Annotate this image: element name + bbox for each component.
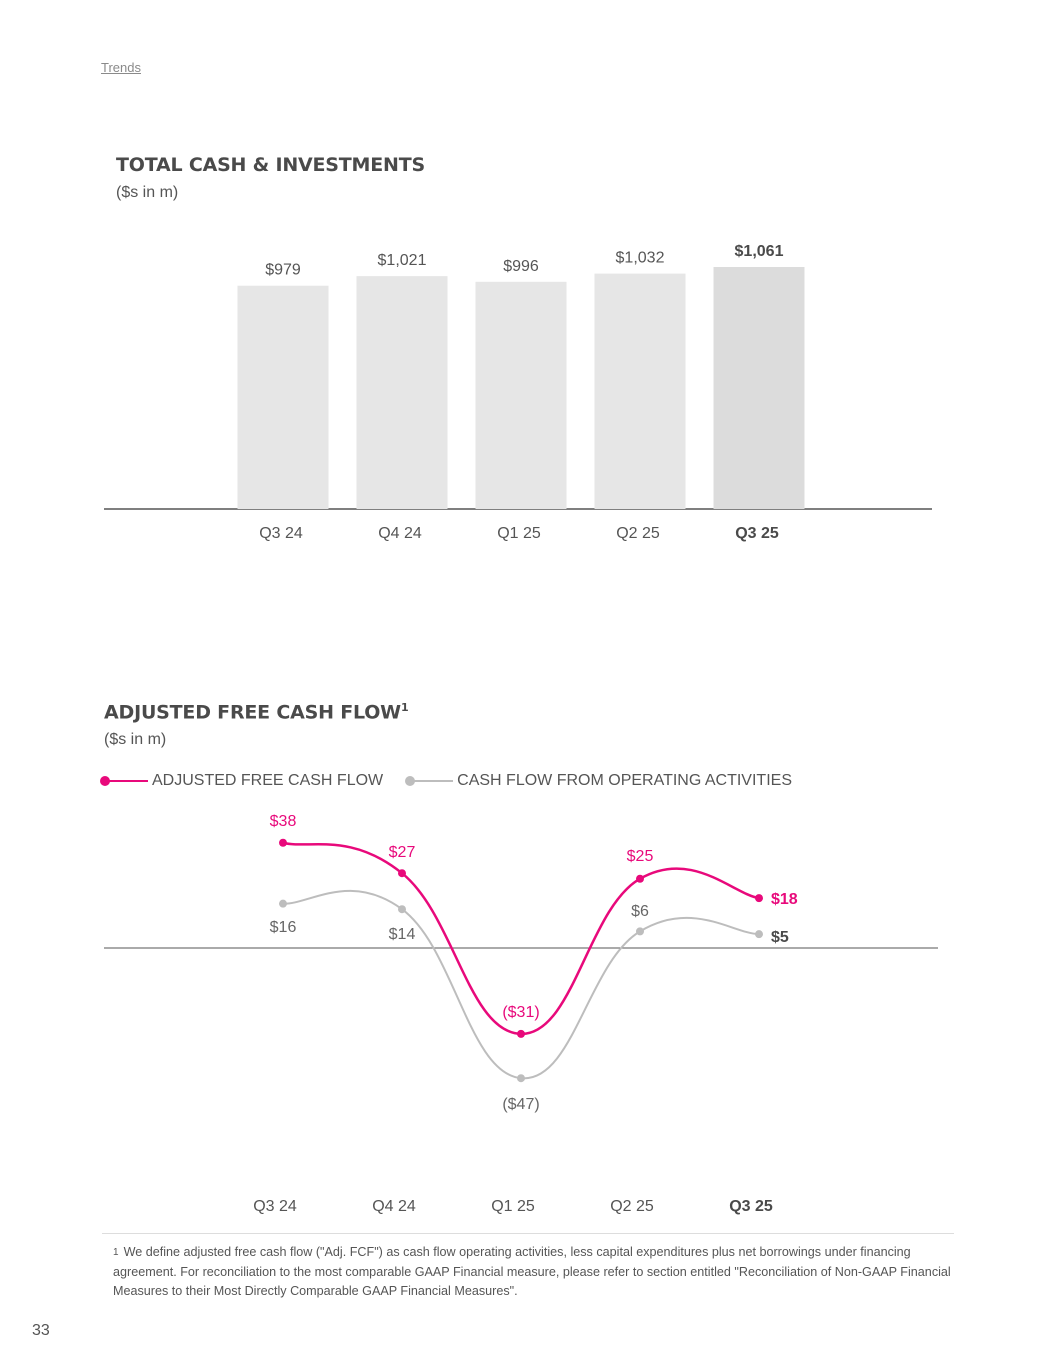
series-1-data-label-5: $18 bbox=[771, 891, 798, 908]
footnote: 1 We define adjusted free cash flow ("Adj… bbox=[113, 1243, 953, 1302]
series-1-data-label-3: ($31) bbox=[502, 1004, 539, 1021]
line-x-tick-label-4: Q2 25 bbox=[610, 1198, 654, 1215]
series-2-point-3 bbox=[517, 1074, 525, 1083]
footnote-text: We define adjusted free cash flow ("Adj.… bbox=[113, 1245, 951, 1298]
fcf-title-text: ADJUSTED FREE CASH FLOW bbox=[104, 701, 401, 724]
legend-item-adjusted-fcf: ADJUSTED FREE CASH FLOW bbox=[98, 772, 383, 790]
bar-x-tick-label-1: Q3 24 bbox=[259, 525, 303, 542]
legend-item-operating-cf: CASH FLOW FROM OPERATING ACTIVITIES bbox=[403, 772, 792, 790]
bar-x-tick-label-5: Q3 25 bbox=[735, 525, 779, 542]
series-1-point-2 bbox=[398, 869, 406, 878]
bar-5 bbox=[713, 267, 805, 509]
legend-swatch-operating-cf bbox=[403, 774, 454, 788]
series-1-data-label-4: $25 bbox=[627, 848, 654, 865]
series-1-point-4 bbox=[636, 874, 644, 883]
series-line-2 bbox=[282, 889, 760, 1080]
breadcrumb[interactable]: Trends bbox=[101, 60, 141, 75]
bar-data-label-5: $1,061 bbox=[735, 243, 784, 260]
bar-x-tick-label-4: Q2 25 bbox=[616, 525, 660, 542]
bar-data-label-3: $996 bbox=[503, 258, 539, 275]
page-number: 33 bbox=[32, 1322, 50, 1339]
series-2-data-label-5: $5 bbox=[771, 929, 789, 946]
bar-1 bbox=[237, 285, 329, 509]
series-2-data-label-3: ($47) bbox=[502, 1096, 539, 1113]
line-x-tick-label-2: Q4 24 bbox=[372, 1198, 416, 1215]
line-x-tick-label-3: Q1 25 bbox=[491, 1198, 535, 1215]
fcf-legend: ADJUSTED FREE CASH FLOW CASH FLOW FROM O… bbox=[98, 770, 812, 792]
legend-label-operating-cf: CASH FLOW FROM OPERATING ACTIVITIES bbox=[457, 772, 792, 789]
legend-swatch-adjusted-fcf bbox=[98, 774, 148, 788]
series-1-data-label-1: $38 bbox=[270, 813, 297, 830]
series-1-point-5 bbox=[755, 894, 763, 903]
bar-x-tick-label-3: Q1 25 bbox=[497, 525, 541, 542]
series-2-point-2 bbox=[398, 905, 406, 914]
series-2-data-label-2: $14 bbox=[389, 926, 416, 943]
line-x-tick-label-1: Q3 24 bbox=[253, 1198, 297, 1215]
bar-x-tick-label-2: Q4 24 bbox=[378, 525, 422, 542]
footnote-divider bbox=[102, 1233, 954, 1234]
fcf-title-superscript: 1 bbox=[400, 701, 409, 714]
series-2-point-1 bbox=[279, 899, 287, 908]
cash-chart-subtitle: ($s in m) bbox=[116, 184, 179, 201]
cash-chart-title: TOTAL CASH & INVESTMENTS bbox=[116, 154, 425, 176]
bar-data-label-1: $979 bbox=[265, 262, 301, 279]
footnote-mark: 1 bbox=[113, 1247, 119, 1258]
series-1-data-label-2: $27 bbox=[389, 844, 416, 861]
bar-2 bbox=[356, 276, 448, 509]
bar-3 bbox=[475, 281, 567, 509]
series-2-data-label-1: $16 bbox=[270, 919, 297, 936]
fcf-chart-subtitle: ($s in m) bbox=[104, 731, 167, 748]
series-2-point-4 bbox=[636, 927, 644, 936]
series-1-point-1 bbox=[279, 838, 287, 847]
series-2-point-5 bbox=[755, 930, 763, 939]
line-x-tick-label-5: Q3 25 bbox=[729, 1198, 773, 1215]
legend-label-adjusted-fcf: ADJUSTED FREE CASH FLOW bbox=[152, 772, 384, 789]
fcf-chart-title: ADJUSTED FREE CASH FLOW1 bbox=[104, 701, 409, 724]
series-2-data-label-4: $6 bbox=[631, 903, 649, 920]
bar-data-label-4: $1,032 bbox=[616, 250, 665, 267]
bar-4 bbox=[594, 273, 686, 509]
bar-data-label-2: $1,021 bbox=[378, 252, 427, 269]
series-1-point-3 bbox=[517, 1029, 525, 1038]
